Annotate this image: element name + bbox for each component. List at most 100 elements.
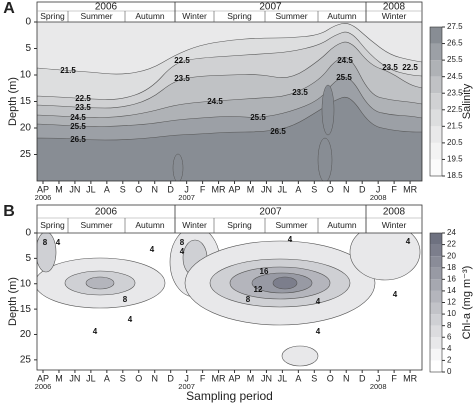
contour-label: 25.5 <box>70 122 86 131</box>
colorbar-segment <box>430 360 442 372</box>
x-tick-label: D <box>359 184 366 194</box>
plot-frame <box>36 1 423 182</box>
x-tick-label: D <box>359 373 366 383</box>
contour-label: 4 <box>316 327 321 336</box>
contour-label: 22.5 <box>174 56 190 65</box>
header-season: Summer <box>80 11 112 21</box>
x-tick-label: A <box>295 184 301 194</box>
plot-frame <box>36 204 423 371</box>
colorbar-tick-label: 20.5 <box>447 138 463 147</box>
header-season: Spring <box>227 11 252 21</box>
contour-band <box>272 276 298 290</box>
panel: 21.522.523.524.525.526.522.523.524.525.5… <box>3 0 473 202</box>
panel-label: A <box>3 0 15 17</box>
header-season: Winter <box>182 220 207 230</box>
x-tick-label: F <box>391 184 397 194</box>
header-year: 2008 <box>383 207 406 218</box>
header-season: Autumn <box>327 220 357 230</box>
x-tick-label: S <box>120 373 126 383</box>
colorbar-tick-label: 2 <box>447 356 452 365</box>
contour-band <box>349 233 421 281</box>
x-tick-label: JL <box>86 184 96 194</box>
colorbar-segment <box>430 43 442 61</box>
contour-label: 23.5 <box>292 88 308 97</box>
contour-label: 24.5 <box>337 56 353 65</box>
x-tick-label: J <box>184 373 189 383</box>
colorbar-segment <box>430 159 442 176</box>
colorbar-tick-label: 18 <box>447 263 456 272</box>
y-tick-label: 5 <box>25 43 31 54</box>
x-tick-label: JN <box>69 184 80 194</box>
colorbar-segment <box>430 337 442 349</box>
contour-label: 23.5 <box>382 63 398 72</box>
header-year: 2007 <box>259 207 282 218</box>
header-year: 2007 <box>259 2 282 13</box>
colorbar-tick-label: 14 <box>447 286 456 295</box>
colorbar-label: Chl-a (mg m⁻³) <box>461 266 473 340</box>
colorbar-tick-label: 24 <box>447 228 456 237</box>
y-tick-label: 25 <box>20 354 32 365</box>
colorbar-tick-label: 20 <box>447 251 456 260</box>
header-season: Winter <box>182 11 207 21</box>
contour-band <box>281 345 319 367</box>
colorbar-tick-label: 10 <box>447 309 456 318</box>
contour-band <box>317 137 333 181</box>
x-tick-label: JN <box>261 184 272 194</box>
x-tick-label: J <box>376 373 381 383</box>
x-tick-label: J <box>184 184 189 194</box>
header-year: 2008 <box>383 2 406 13</box>
contour-label: 4 <box>406 237 411 246</box>
x-tick-label: N <box>343 373 350 383</box>
colorbar-segment <box>430 60 442 77</box>
x-tick-label: N <box>151 373 158 383</box>
x-tick-label: AP <box>37 184 49 194</box>
x-tick-label: MR <box>403 373 417 383</box>
x-tick-label: O <box>327 184 334 194</box>
x-year-label: 2007 <box>178 382 195 391</box>
contour-label: 4 <box>393 290 398 299</box>
colorbar-tick-label: 19.5 <box>447 155 463 164</box>
contour-label: 4 <box>316 297 321 306</box>
colorbar-tick-label: 23.5 <box>447 88 463 97</box>
colorbar-segment <box>430 142 442 160</box>
contour-label: 25.5 <box>250 113 266 122</box>
contour-label: 16 <box>260 267 269 276</box>
contour-label: 21.5 <box>60 66 76 75</box>
colorbar-tick-label: 27.5 <box>447 22 463 31</box>
x-tick-label: J <box>376 184 381 194</box>
colorbar-segment <box>430 244 442 257</box>
x-year-label: 2008 <box>370 382 387 391</box>
x-year-label: 2007 <box>178 193 195 202</box>
contour-label: 24.5 <box>207 97 223 106</box>
header-season: Winter <box>382 11 407 21</box>
colorbar-tick-label: 4 <box>447 344 452 353</box>
colorbar-tick-label: 22.5 <box>447 105 463 114</box>
x-tick-label: O <box>327 373 334 383</box>
colorbar-segment <box>430 233 442 245</box>
x-tick-label: D <box>167 373 174 383</box>
x-year-label: 2006 <box>35 382 52 391</box>
x-tick-label: F <box>200 184 206 194</box>
x-tick-label: M <box>247 184 255 194</box>
x-tick-label: F <box>391 373 397 383</box>
header-year: 2006 <box>95 2 118 13</box>
contour-label: 4 <box>93 327 98 336</box>
x-tick-label: D <box>167 184 174 194</box>
header-season: Summer <box>80 220 112 230</box>
x-year-label: 2006 <box>35 193 52 202</box>
contour-label: 4 <box>56 238 61 247</box>
x-tick-label: A <box>104 184 110 194</box>
x-tick-label: JN <box>69 373 80 383</box>
y-tick-label: 20 <box>20 329 32 340</box>
contour-label: 8 <box>43 238 48 247</box>
contour-label: 4 <box>288 235 293 244</box>
plot-area <box>37 22 422 181</box>
colorbar-tick-label: 0 <box>447 367 452 376</box>
colorbar-tick-label: 25.5 <box>447 55 463 64</box>
contour-label: 22.5 <box>402 63 418 72</box>
x-tick-label: JL <box>278 373 288 383</box>
x-tick-label: MR <box>212 373 226 383</box>
colorbar-tick-label: 16 <box>447 274 456 283</box>
y-tick-label: 20 <box>20 123 32 134</box>
x-tick-label: AP <box>229 373 241 383</box>
